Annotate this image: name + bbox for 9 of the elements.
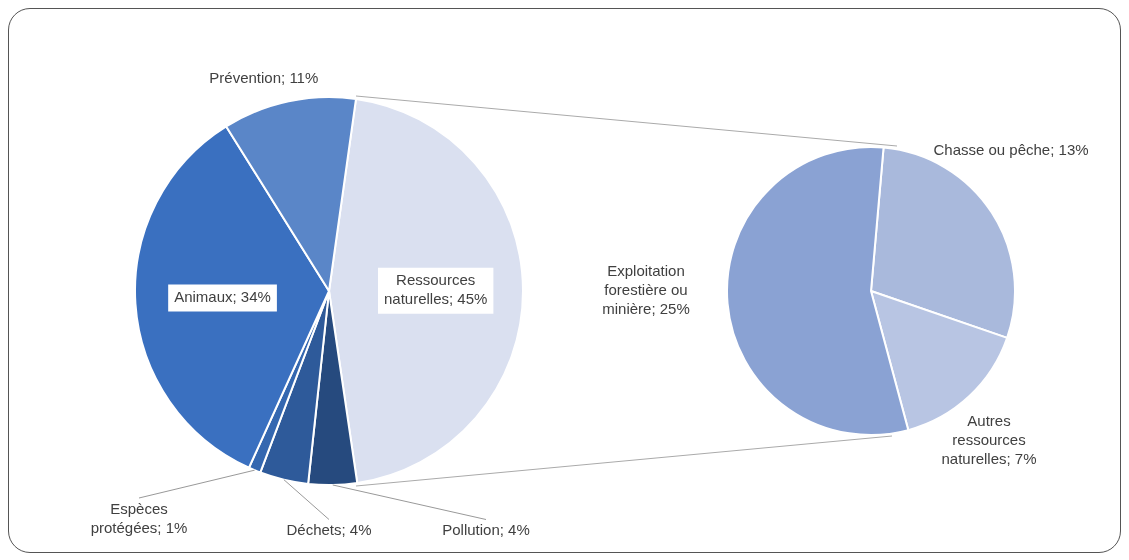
slice-label: Espèces protégées; 1% [90,499,188,536]
slice-label: Pollution; 4% [442,521,530,539]
slice-label: Autres ressources naturelles; 7% [941,412,1037,468]
slice-label: Animaux; 34% [174,288,271,306]
slice-label: Prévention; 11% [209,68,319,86]
slice-label: Exploitation forestière ou minière; 25% [602,262,690,318]
slice-label: Ressources naturelles; 45% [384,271,488,308]
slice-label: Chasse ou pêche; 13% [933,141,1089,159]
slice-label: Déchets; 4% [286,521,372,539]
